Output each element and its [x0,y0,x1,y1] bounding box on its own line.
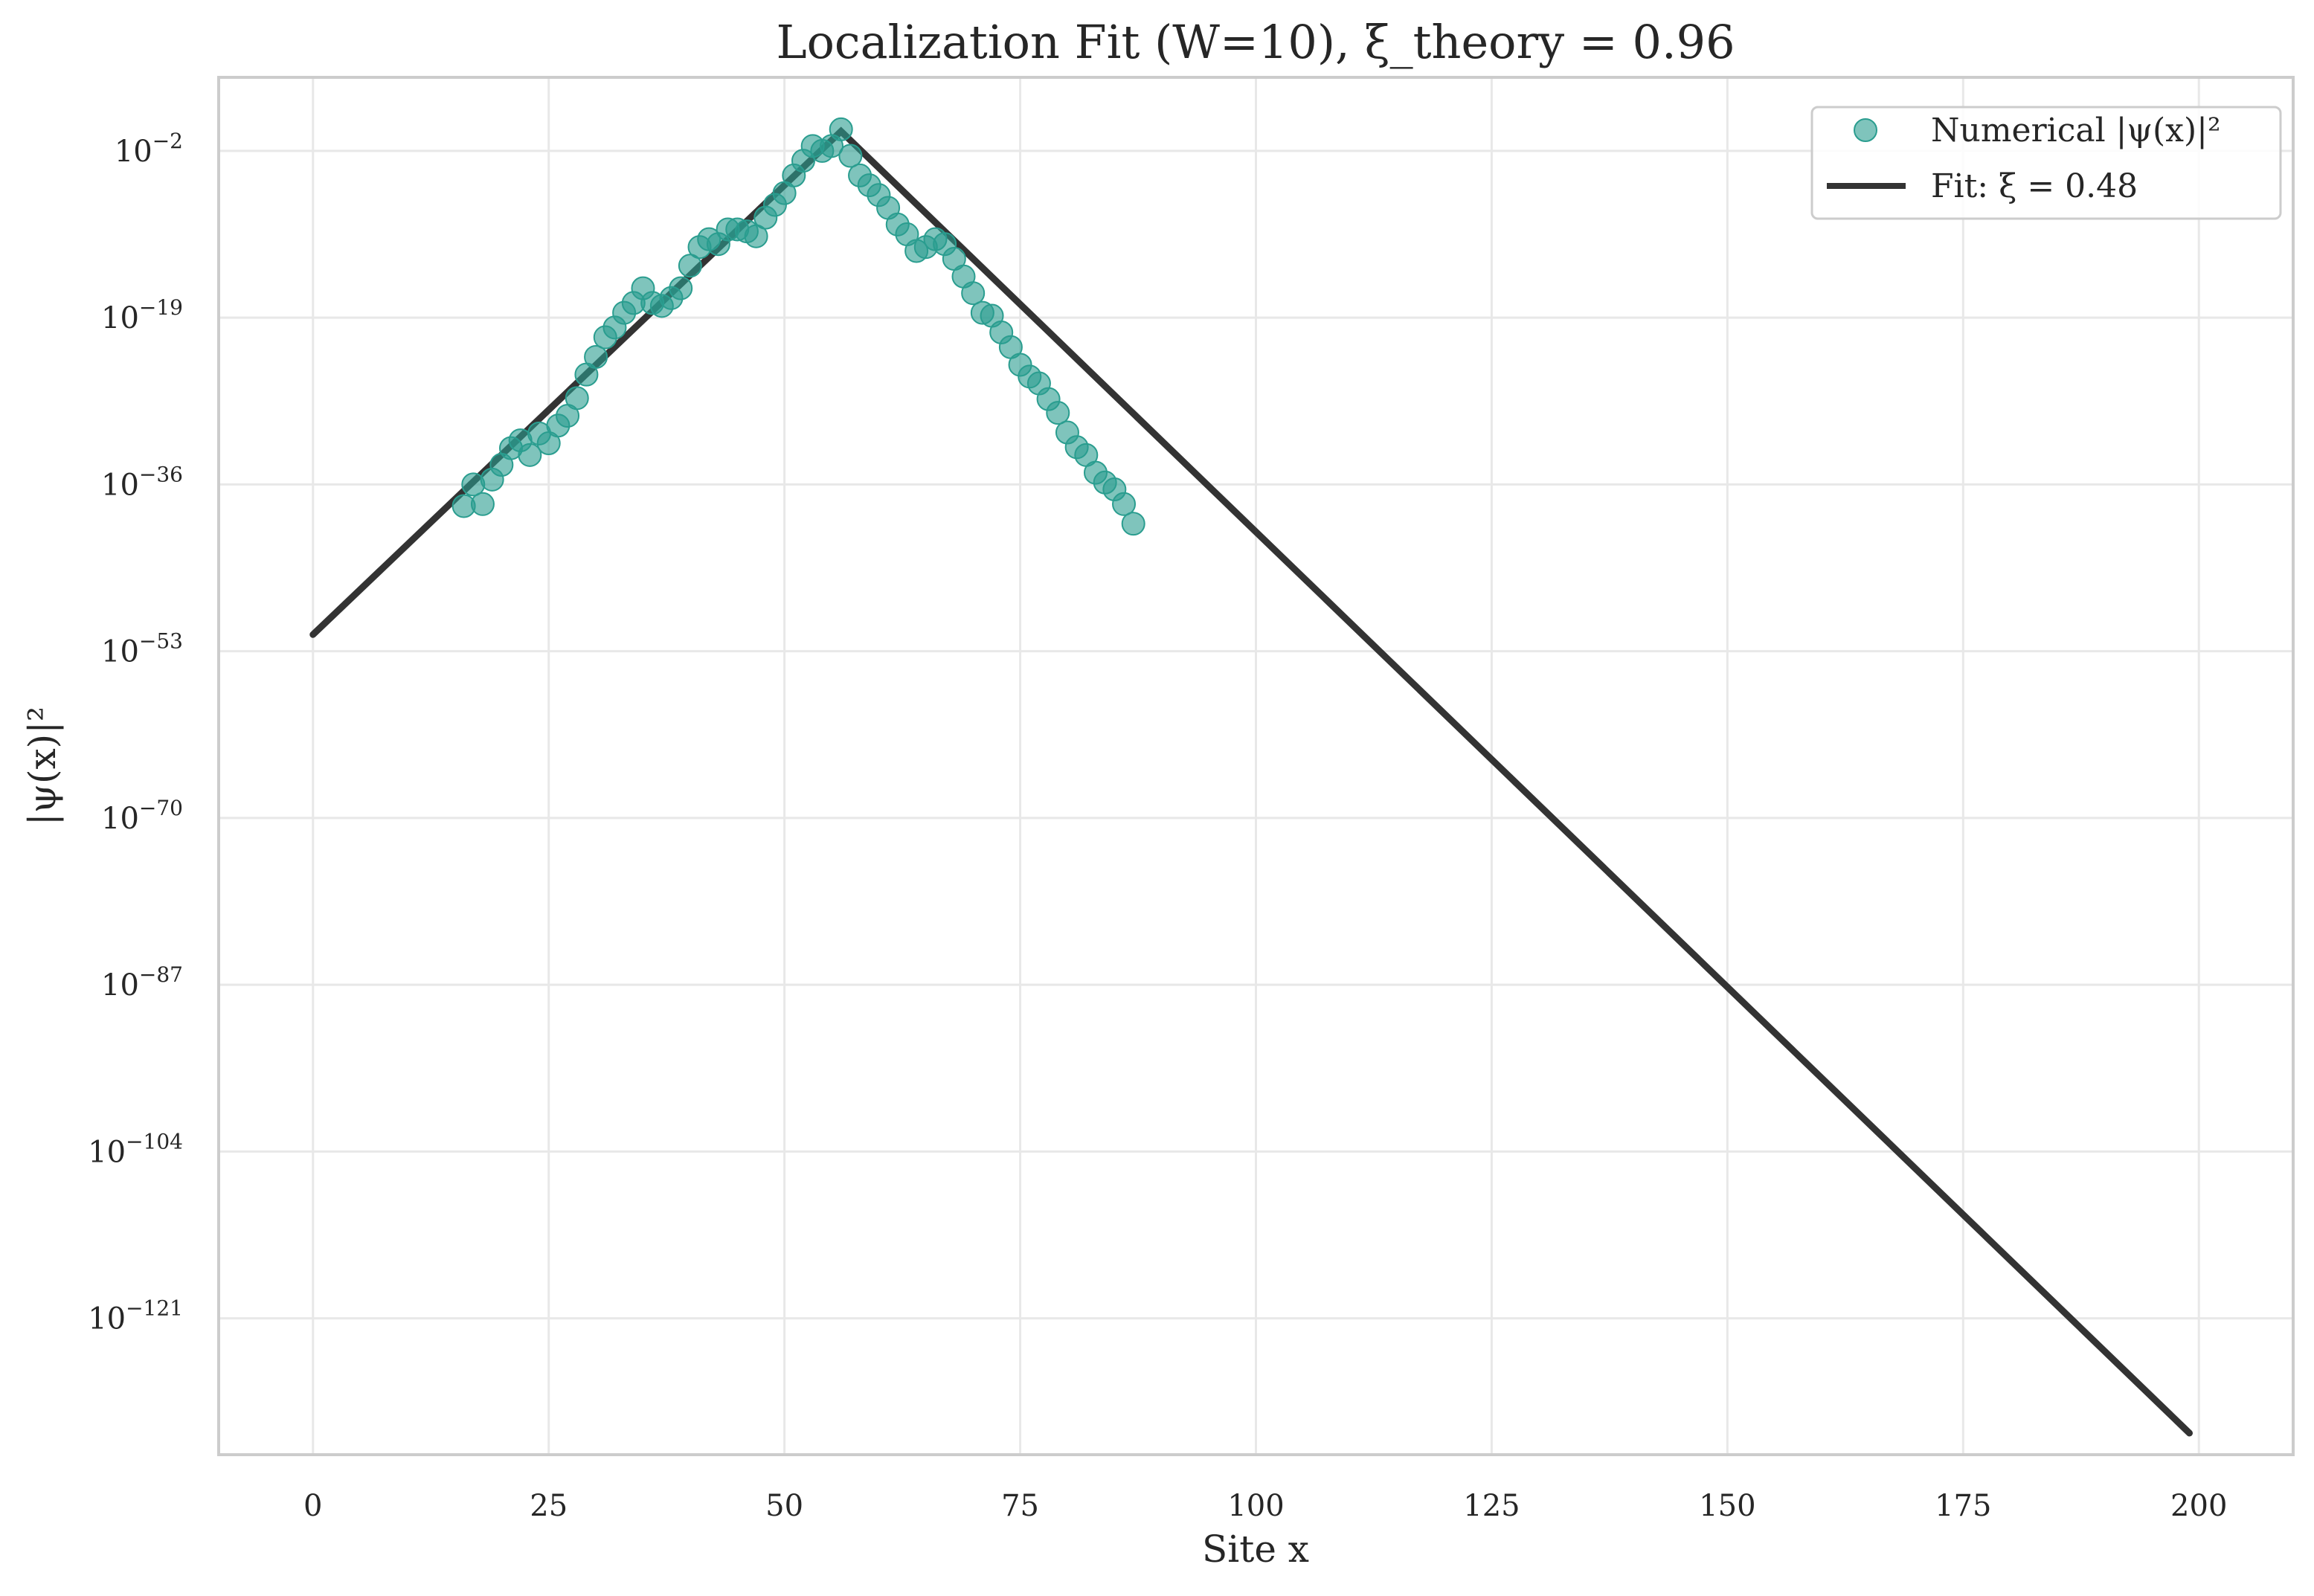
x-tick-label: 175 [1935,1489,1991,1523]
y-tick-label: 10−53 [101,629,183,669]
data-point [565,386,589,411]
x-tick-label: 150 [1699,1489,1755,1523]
y-tick-label: 10−36 [101,462,183,502]
x-axis-ticks: 0 25 50 75 100 125 150 175 200 [303,1489,2227,1523]
y-tick-label: 10−70 [101,796,183,836]
x-tick-label: 100 [1227,1489,1284,1523]
data-point [669,276,693,300]
data-point [584,344,608,369]
data-point [838,144,863,168]
plot-frame [217,76,2295,1456]
data-point [1121,512,1145,536]
y-tick-label: 10−19 [101,295,183,335]
y-axis-label: |ψ(x)|² [21,707,64,826]
x-tick-label: 25 [530,1489,568,1523]
legend-label-numerical: Numerical |ψ(x)|² [1931,112,2221,149]
chart-title: Localization Fit (W=10), ξ_theory = 0.96 [776,15,1735,69]
x-tick-label: 75 [1001,1489,1039,1523]
data-point [1046,401,1070,425]
y-tick-label: 10−121 [88,1296,183,1336]
x-tick-label: 50 [765,1489,803,1523]
legend-box [1810,106,2282,220]
scatter-layer [451,117,1145,536]
grid [219,77,2293,1455]
data-point [829,117,853,141]
data-point [678,254,702,278]
data-point [518,443,542,467]
x-axis-label: Site x [1202,1528,1309,1571]
legend: Numerical |ψ(x)|² Fit: ξ = 0.48 [1810,106,2282,220]
data-point [744,224,768,248]
y-tick-label: 10−87 [101,962,183,1003]
legend-label-fit: Fit: ξ = 0.48 [1931,167,2138,205]
data-point [961,281,986,306]
y-tick-label: 10−2 [115,129,183,169]
x-tick-label: 0 [303,1489,322,1523]
legend-scatter-marker [1854,118,1877,142]
y-axis-ticks: 10−2 10−19 10−36 10−53 10−70 10−87 10−104 10−12… [88,129,183,1336]
y-tick-label: 10−104 [88,1129,183,1169]
data-point [1112,492,1137,516]
x-tick-label: 125 [1463,1489,1520,1523]
data-point [470,492,495,516]
x-tick-label: 200 [2170,1489,2227,1523]
